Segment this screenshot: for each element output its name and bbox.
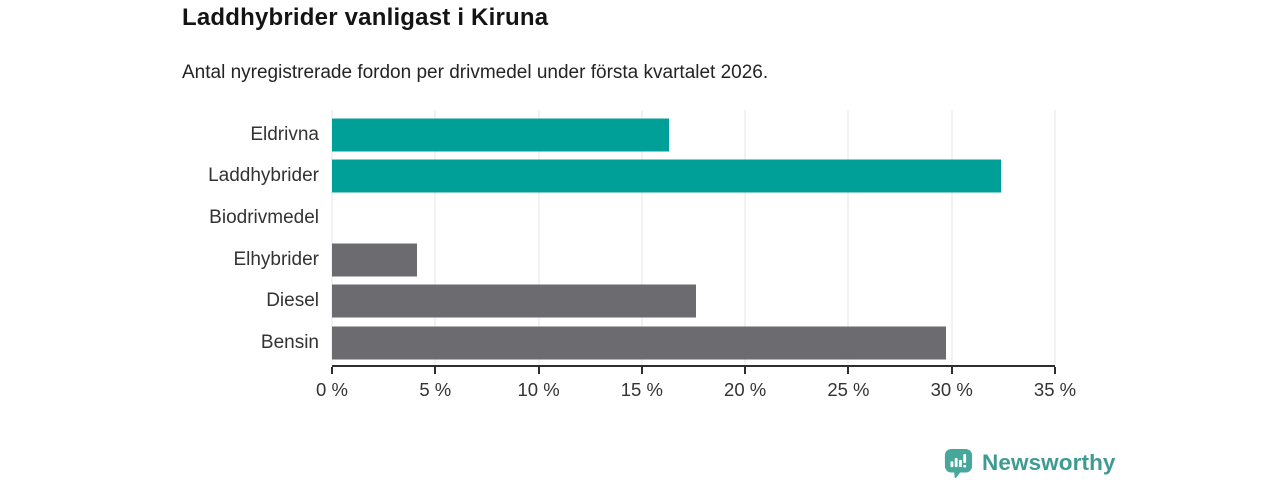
x-tick xyxy=(950,367,953,374)
chart-row: Diesel xyxy=(266,281,1055,323)
x-tick-label: 10 % xyxy=(517,379,560,400)
category-label: Biodrivmedel xyxy=(209,207,319,229)
x-tick-label: 0 % xyxy=(316,379,348,400)
bar-eldrivna xyxy=(332,118,669,152)
gridline xyxy=(538,110,540,365)
x-tick xyxy=(847,367,850,374)
x-tick xyxy=(434,367,437,374)
chart-row: Biodrivmedel xyxy=(209,197,1055,239)
x-tick-label: 20 % xyxy=(724,379,767,400)
bar-chart-speech-bubble-icon xyxy=(944,448,973,478)
brand-name: Newsworthy xyxy=(982,450,1116,475)
gridline xyxy=(744,110,746,365)
x-tick-label: 5 % xyxy=(419,379,452,400)
bar-elhybrider xyxy=(332,243,417,277)
gridline xyxy=(641,110,643,365)
chart-row: Eldrivna xyxy=(250,114,1055,156)
gridline xyxy=(847,110,849,365)
x-axis-line xyxy=(332,365,1055,367)
newsworthy-logo: Newsworthy xyxy=(944,448,1116,478)
chart-row: Bensin xyxy=(261,322,1055,364)
category-label: Eldrivna xyxy=(250,123,319,145)
gridline xyxy=(951,110,953,365)
gridline xyxy=(1054,110,1056,365)
category-label: Bensin xyxy=(260,332,319,354)
chart-title: Laddhybrider vanligast i Kiruna xyxy=(182,4,549,31)
gridline xyxy=(331,110,333,365)
bar-chart: Eldrivna Laddhybrider Biodrivmedel Elhybrid… xyxy=(208,110,1076,400)
chart-subtitle: Antal nyregistrerade fordon per drivmede… xyxy=(182,62,769,83)
x-tick-label: 25 % xyxy=(827,379,870,400)
chart-row: Elhybrider xyxy=(233,239,1055,281)
category-label: Elhybrider xyxy=(233,248,319,270)
chart-rows: Eldrivna Laddhybrider Biodrivmedel Elhybrid… xyxy=(208,114,1055,364)
x-tick-label: 15 % xyxy=(620,379,663,400)
chart-row: Laddhybrider xyxy=(208,156,1055,198)
category-label: Diesel xyxy=(266,290,319,312)
x-tick xyxy=(640,367,643,374)
x-tick xyxy=(331,367,333,374)
x-tick-label: 30 % xyxy=(930,379,973,400)
x-tick xyxy=(1054,367,1056,374)
x-tick xyxy=(537,367,540,374)
bar-diesel xyxy=(332,284,696,318)
x-tick xyxy=(744,367,747,374)
bar-laddhybrider xyxy=(332,159,1002,193)
bar-bensin xyxy=(332,326,946,360)
gridline xyxy=(434,110,436,365)
category-label: Laddhybrider xyxy=(208,165,319,187)
gridlines xyxy=(331,110,1056,365)
x-tick-label: 35 % xyxy=(1033,379,1077,400)
